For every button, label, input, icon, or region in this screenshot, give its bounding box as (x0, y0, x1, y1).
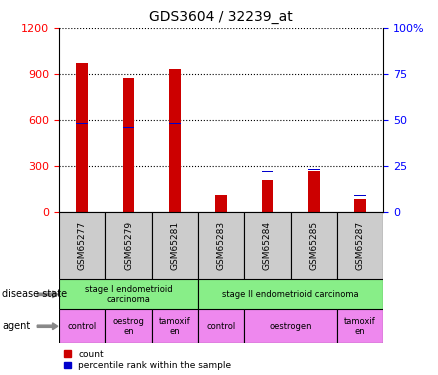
Legend: count, percentile rank within the sample: count, percentile rank within the sample (64, 350, 231, 370)
Bar (308, 171, 320, 212)
Text: control: control (67, 322, 97, 331)
Bar (77, 63, 88, 212)
Bar (106, 309, 152, 343)
Bar (215, 195, 227, 212)
Text: stage II endometrioid carcinoma: stage II endometrioid carcinoma (223, 290, 359, 299)
Bar (337, 212, 383, 279)
Bar (198, 212, 244, 279)
Bar (261, 180, 273, 212)
Text: stage I endometrioid
carcinoma: stage I endometrioid carcinoma (85, 285, 173, 304)
Text: GSM65279: GSM65279 (124, 221, 133, 270)
Bar (198, 309, 244, 343)
Bar (59, 309, 106, 343)
Text: GSM65285: GSM65285 (309, 221, 318, 270)
Text: tamoxif
en: tamoxif en (344, 316, 376, 336)
Bar (169, 123, 180, 124)
Bar (169, 69, 180, 212)
Bar (198, 279, 383, 309)
Text: oestrogen: oestrogen (269, 322, 312, 331)
Bar (261, 171, 273, 172)
Text: disease state: disease state (2, 290, 67, 299)
Text: control: control (207, 322, 236, 331)
Text: GSM65283: GSM65283 (217, 221, 226, 270)
Bar (152, 212, 198, 279)
Title: GDS3604 / 32239_at: GDS3604 / 32239_at (149, 10, 293, 24)
Text: GSM65284: GSM65284 (263, 221, 272, 270)
Bar (354, 199, 366, 212)
Bar (337, 309, 383, 343)
Text: oestrog
en: oestrog en (113, 316, 145, 336)
Bar (291, 212, 337, 279)
Text: agent: agent (2, 321, 30, 331)
Bar (123, 78, 134, 212)
Bar (152, 309, 198, 343)
Text: tamoxif
en: tamoxif en (159, 316, 191, 336)
Bar (123, 127, 134, 128)
Bar (59, 212, 106, 279)
Bar (59, 279, 198, 309)
Bar (244, 309, 337, 343)
Bar (77, 123, 88, 124)
Text: GSM65281: GSM65281 (170, 221, 180, 270)
Text: GSM65287: GSM65287 (356, 221, 364, 270)
Bar (106, 212, 152, 279)
Text: GSM65277: GSM65277 (78, 221, 87, 270)
Bar (244, 212, 291, 279)
